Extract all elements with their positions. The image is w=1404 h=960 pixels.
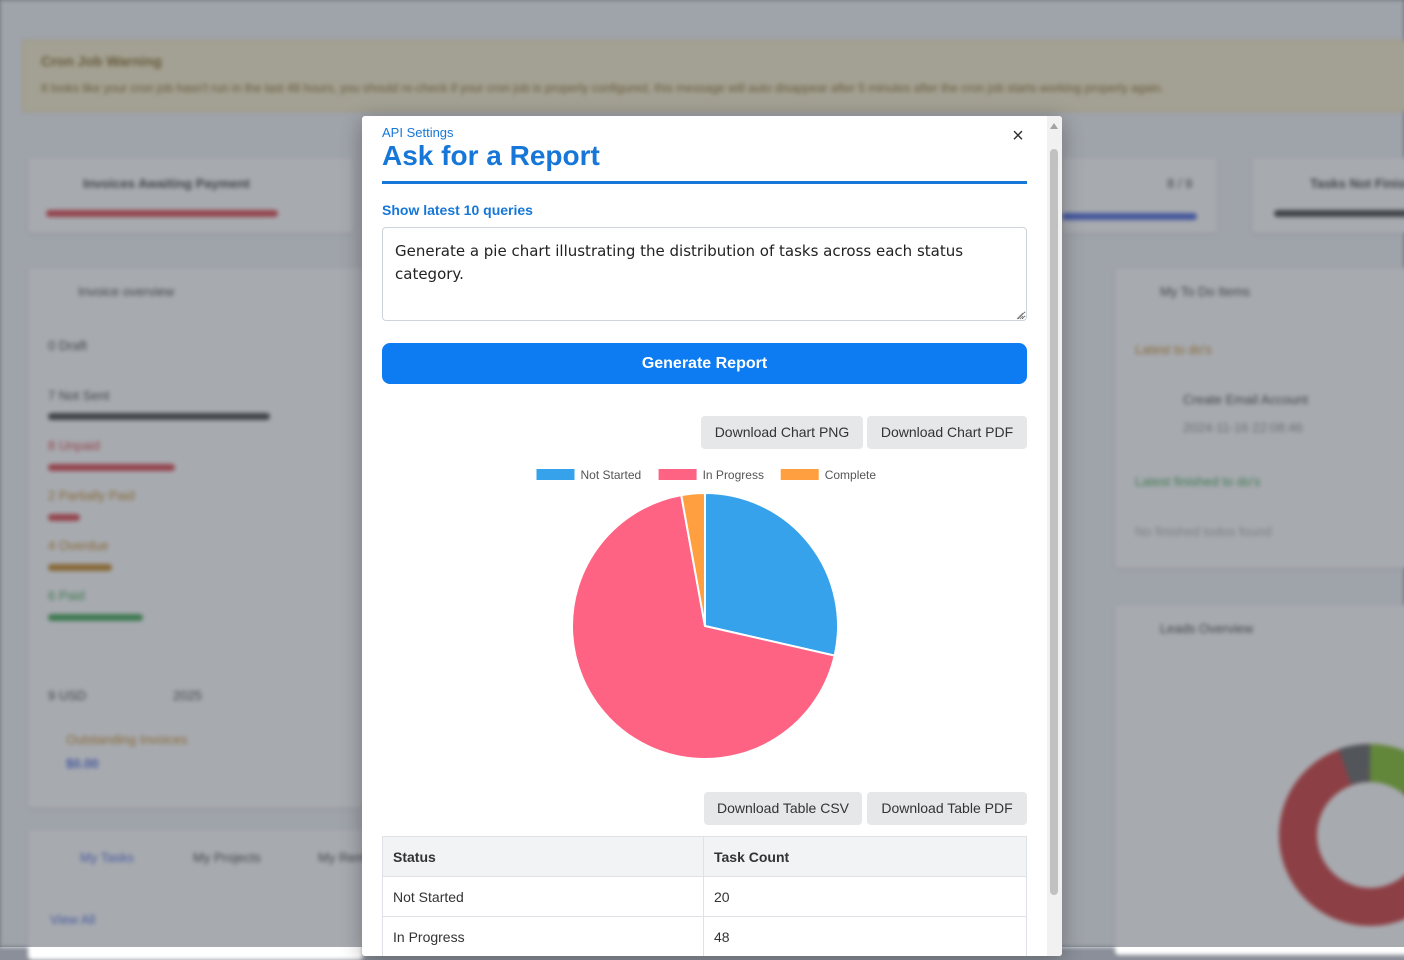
result-table: Status Task Count Not Started 20 In Prog…	[382, 836, 1027, 956]
legend-label[interactable]: In Progress	[703, 468, 764, 482]
table-cell-status: In Progress	[382, 916, 704, 956]
download-chart-png-button[interactable]: Download Chart PNG	[701, 416, 863, 449]
table-cell-count: 20	[703, 876, 1027, 917]
report-query-textarea[interactable]: Generate a pie chart illustrating the di…	[382, 227, 1027, 321]
legend-swatch-complete[interactable]	[780, 469, 819, 480]
modal-title: Ask for a Report	[382, 140, 600, 171]
download-table-csv-button[interactable]: Download Table CSV	[704, 792, 862, 825]
title-divider	[382, 181, 1027, 184]
scroll-up-arrow-icon[interactable]	[1050, 123, 1058, 129]
legend-swatch-in-progress[interactable]	[658, 469, 697, 480]
download-chart-pdf-button[interactable]: Download Chart PDF	[867, 416, 1027, 449]
legend-label[interactable]: Complete	[825, 468, 877, 482]
api-settings-link[interactable]: API Settings	[382, 125, 454, 140]
chart-legend: Not Started In Progress Complete	[536, 468, 877, 482]
legend-label[interactable]: Not Started	[581, 468, 642, 482]
pie-chart: Not Started In Progress Complete	[536, 468, 877, 760]
chart-slices	[571, 491, 839, 760]
download-table-pdf-button[interactable]: Download Table PDF	[867, 792, 1027, 825]
table-cell-status: Not Started	[382, 876, 704, 917]
column-header-task-count: Task Count	[703, 836, 1027, 877]
close-icon[interactable]: ×	[1012, 125, 1024, 147]
column-header-status: Status	[382, 836, 704, 877]
pie-slice-complete[interactable]	[680, 491, 706, 627]
resize-grip-icon[interactable]	[1016, 312, 1024, 320]
table-cell-count: 48	[703, 916, 1027, 956]
modal-scrollbar[interactable]	[1047, 116, 1062, 956]
pie-slice-in-progress[interactable]	[571, 493, 836, 760]
legend-swatch-not-started[interactable]	[536, 469, 575, 480]
report-modal: API Settings Ask for a Report × Show lat…	[362, 116, 1062, 956]
table-header-row: Status Task Count	[382, 836, 1027, 877]
table-row: In Progress 48	[382, 916, 1027, 956]
scrollbar-thumb[interactable]	[1050, 149, 1058, 895]
generate-report-button[interactable]: Generate Report	[382, 343, 1027, 384]
pie-slice-not-started[interactable]	[704, 491, 839, 657]
table-row: Not Started 20	[382, 876, 1027, 917]
show-latest-queries-link[interactable]: Show latest 10 queries	[382, 202, 533, 218]
